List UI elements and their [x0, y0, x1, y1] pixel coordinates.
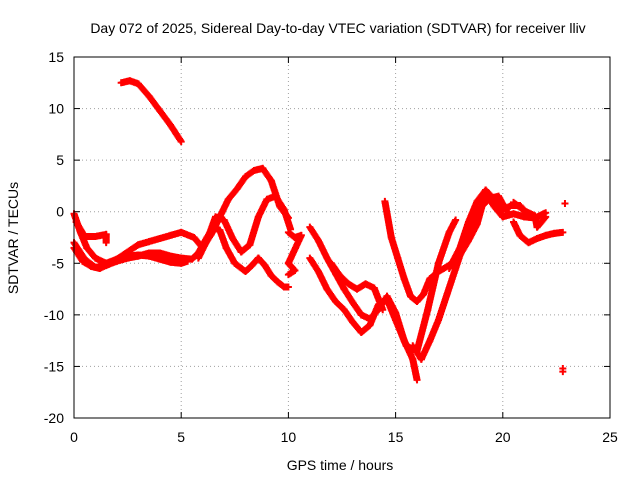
data-point: [542, 213, 550, 221]
data-point: [177, 138, 185, 146]
data-point: [413, 376, 421, 384]
data-point: [559, 368, 567, 376]
y-tick-label: 5: [56, 152, 64, 168]
y-tick-label: 0: [56, 204, 64, 220]
y-tick-label: -20: [44, 410, 64, 426]
grid: [74, 57, 610, 418]
y-axis-label: SDTVAR / TECUs: [5, 182, 21, 294]
series-arc4: [72, 218, 110, 247]
series-arc12: [409, 192, 511, 363]
data-points: [70, 77, 569, 384]
x-tick-label: 10: [281, 429, 297, 445]
y-tick-label: -10: [44, 307, 64, 323]
data-point: [379, 306, 387, 314]
series-arc8: [306, 223, 421, 384]
x-tick-label: 5: [177, 429, 185, 445]
series-arc15: [510, 198, 550, 231]
series-arc6: [194, 192, 295, 262]
data-point: [102, 239, 110, 247]
data-point: [452, 216, 460, 224]
x-tick-label: 25: [602, 429, 618, 445]
y-tick-label: -5: [52, 255, 65, 271]
data-point: [284, 283, 292, 291]
chart-title: Day 072 of 2025, Sidereal Day-to-day VTE…: [90, 20, 585, 36]
data-point: [284, 271, 292, 279]
data-point: [561, 199, 569, 207]
series-arc5: [117, 77, 185, 146]
x-tick-label: 0: [70, 429, 78, 445]
x-axis-label: GPS time / hours: [287, 457, 394, 473]
y-tick-label: 15: [48, 49, 64, 65]
x-tick-label: 15: [388, 429, 404, 445]
y-tick-label: 10: [48, 101, 64, 117]
series-arc9: [306, 216, 460, 355]
series-arc7: [284, 228, 305, 279]
series-isolated: [559, 199, 569, 376]
plot-frame: [73, 56, 611, 419]
axis-ticks: 0 5 10 15 20 25 -20 -15 -10 -5 0 5 10 15: [44, 49, 618, 445]
data-point: [559, 228, 567, 236]
y-tick-label: -15: [44, 358, 64, 374]
series-arc10: [327, 259, 387, 314]
series-arc14: [510, 218, 567, 247]
x-tick-label: 20: [495, 429, 511, 445]
